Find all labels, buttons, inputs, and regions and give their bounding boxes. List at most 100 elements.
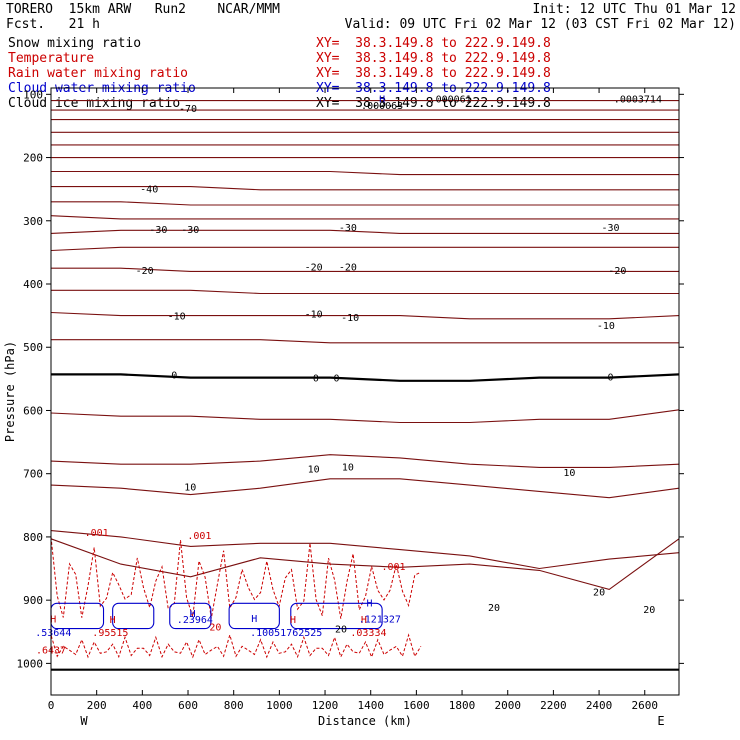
y-tick-label-8: 900	[23, 594, 43, 607]
isotherm-line-6	[51, 373, 680, 382]
y-tick-label-2: 300	[23, 215, 43, 228]
contour-label-14: 0	[171, 370, 177, 381]
contour-label-30: H	[251, 614, 257, 625]
x-tick-label-0: 0	[48, 699, 55, 712]
contour-label-0: -70	[179, 104, 197, 115]
cloud-water-cell-3	[228, 602, 280, 630]
contour-label-25: 20	[335, 625, 347, 636]
axes: 0 200 400 600 800 1000 1200 1400 1600 1800 2000 220…	[3, 87, 684, 728]
contour-label-44: .000063	[361, 101, 403, 112]
y-tick-label-4: 500	[23, 341, 43, 354]
y-tick-label-7: 800	[23, 531, 43, 544]
x-tick-label-6: 1200	[312, 699, 339, 712]
x-tick-label-1: 200	[87, 699, 107, 712]
isotherm-line-9	[51, 289, 679, 295]
contour-label-31: H	[367, 599, 373, 610]
rain-water-contours	[50, 536, 422, 659]
contour-label-41: .95515	[92, 628, 128, 639]
contour-label-42: .03334	[350, 628, 386, 639]
y-tick-label-9: 1000	[17, 657, 44, 670]
isotherm-line-10	[51, 267, 679, 272]
contour-label-2: -30	[149, 225, 167, 236]
contour-label-27: .001	[187, 531, 211, 542]
x-end-label-east: E	[657, 714, 664, 728]
contour-label-32: H	[379, 95, 385, 106]
cloud-water-cell-2	[169, 602, 212, 630]
temperature-contours	[50, 100, 680, 671]
y-axis-title: Pressure (hPa)	[3, 341, 17, 442]
contour-label-38: .121327	[359, 614, 401, 625]
rain-contour-0	[50, 536, 422, 619]
x-tick-label-5: 1000	[266, 699, 293, 712]
contour-label-47: 20	[209, 623, 221, 634]
cloud-water-cell-4	[290, 602, 383, 630]
x-tick-label-12: 2400	[586, 699, 613, 712]
y-tick-label-1: 200	[23, 152, 43, 165]
contour-label-5: -30	[601, 223, 619, 234]
legend-xy-snow: XY= 38.3.149.8 to 222.9.149.8	[316, 36, 551, 51]
isotherm-line-12	[50, 229, 679, 234]
y-tick-label-6: 700	[23, 468, 43, 481]
contour-label-4: -30	[339, 223, 357, 234]
legend-label-snow: Snow mixing ratio	[8, 36, 142, 51]
contour-label-16: 0	[333, 374, 339, 385]
cloud-water-contours	[50, 602, 383, 630]
contour-label-10: -10	[168, 312, 186, 323]
contour-label-21: 10	[184, 482, 196, 493]
cloud-water-cell-1	[112, 602, 155, 630]
legend-label-rain: Rain water mixing ratio	[8, 66, 189, 81]
contour-label-6: -20	[136, 266, 154, 277]
isotherm-line-2	[50, 530, 680, 570]
x-tick-label-10: 2000	[494, 699, 521, 712]
contour-label-11: -10	[305, 310, 323, 321]
contour-label-40: .53644	[35, 628, 71, 639]
contour-label-15: 0	[313, 374, 319, 385]
contour-label-37: .23964	[177, 615, 213, 626]
x-tick-label-2: 400	[132, 699, 152, 712]
contour-label-8: -20	[339, 262, 357, 273]
legend-xy-cloud-ice: XY= 38.3.149.8 to 222.9.149.8	[316, 96, 551, 111]
y-tick-label-0: 100	[23, 88, 43, 101]
legend-xy-rain: XY= 38.3.149.8 to 222.9.149.8	[316, 66, 551, 81]
x-tick-label-9: 1800	[449, 699, 476, 712]
contour-label-3: -30	[181, 225, 199, 236]
y-tick-label-5: 600	[23, 404, 43, 417]
contour-label-23: 20	[593, 587, 605, 598]
model-title: TORERO 15km ARW Run2 NCAR/MMM	[6, 2, 280, 17]
contour-label-34: H	[110, 615, 116, 626]
isotherm-line-11	[50, 246, 679, 252]
y-tick-label-3: 400	[23, 278, 43, 291]
contour-label-17: 0	[607, 372, 613, 383]
legend-xy-temperature: XY= 38.3.149.8 to 222.9.149.8	[316, 51, 551, 66]
isotherm-line-16	[51, 170, 679, 176]
contour-label-19: 10	[342, 463, 354, 474]
contour-label-36: H	[361, 615, 367, 626]
isotherm-line-7	[51, 339, 679, 344]
legend-label-temperature: Temperature	[8, 51, 95, 66]
x-axis-title: Distance (km)	[318, 714, 412, 728]
contour-label-18: 10	[308, 465, 320, 476]
isotherm-line-14	[51, 201, 679, 206]
contour-label-46: .0003714	[614, 95, 662, 106]
contour-label-28: .001	[381, 562, 405, 573]
x-tick-label-7: 1400	[357, 699, 384, 712]
isotherm-line-5	[50, 409, 680, 424]
isotherm-line-13	[50, 215, 679, 220]
valid-time: Valid: 09 UTC Fri 02 Mar 12 (03 CST Fri …	[344, 17, 736, 32]
x-tick-label-8: 1600	[403, 699, 430, 712]
init-time: Init: 12 UTC Thu 01 Mar 12	[532, 2, 737, 17]
isotherm-line-4	[50, 454, 680, 468]
isotherm-line-15	[51, 186, 679, 191]
contour-label-1: -40	[140, 185, 158, 196]
forecast-hour: Fcst. 21 h	[6, 17, 100, 32]
contour-label-45: .000061	[430, 95, 472, 106]
contour-label-39: .10051762525	[250, 628, 322, 639]
isotherm-line-8	[50, 311, 680, 320]
contour-label-29: H	[190, 609, 196, 620]
contour-label-7: -20	[305, 262, 323, 273]
cloud-water-cell-0	[50, 602, 105, 630]
x-end-label-west: W	[80, 714, 88, 728]
contour-label-9: -20	[608, 266, 626, 277]
x-tick-label-4: 800	[224, 699, 244, 712]
